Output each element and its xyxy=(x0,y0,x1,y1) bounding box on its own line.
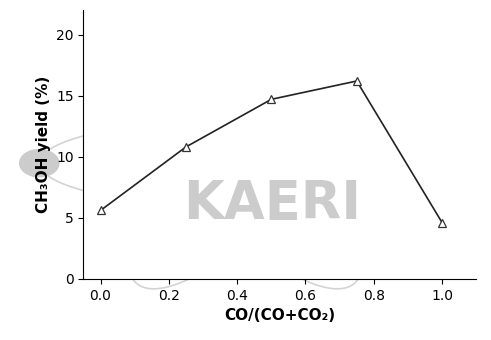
Text: KAERI: KAERI xyxy=(184,178,361,230)
X-axis label: CO/(CO+CO₂): CO/(CO+CO₂) xyxy=(224,308,335,323)
Y-axis label: CH₃OH yield (%): CH₃OH yield (%) xyxy=(35,76,51,213)
